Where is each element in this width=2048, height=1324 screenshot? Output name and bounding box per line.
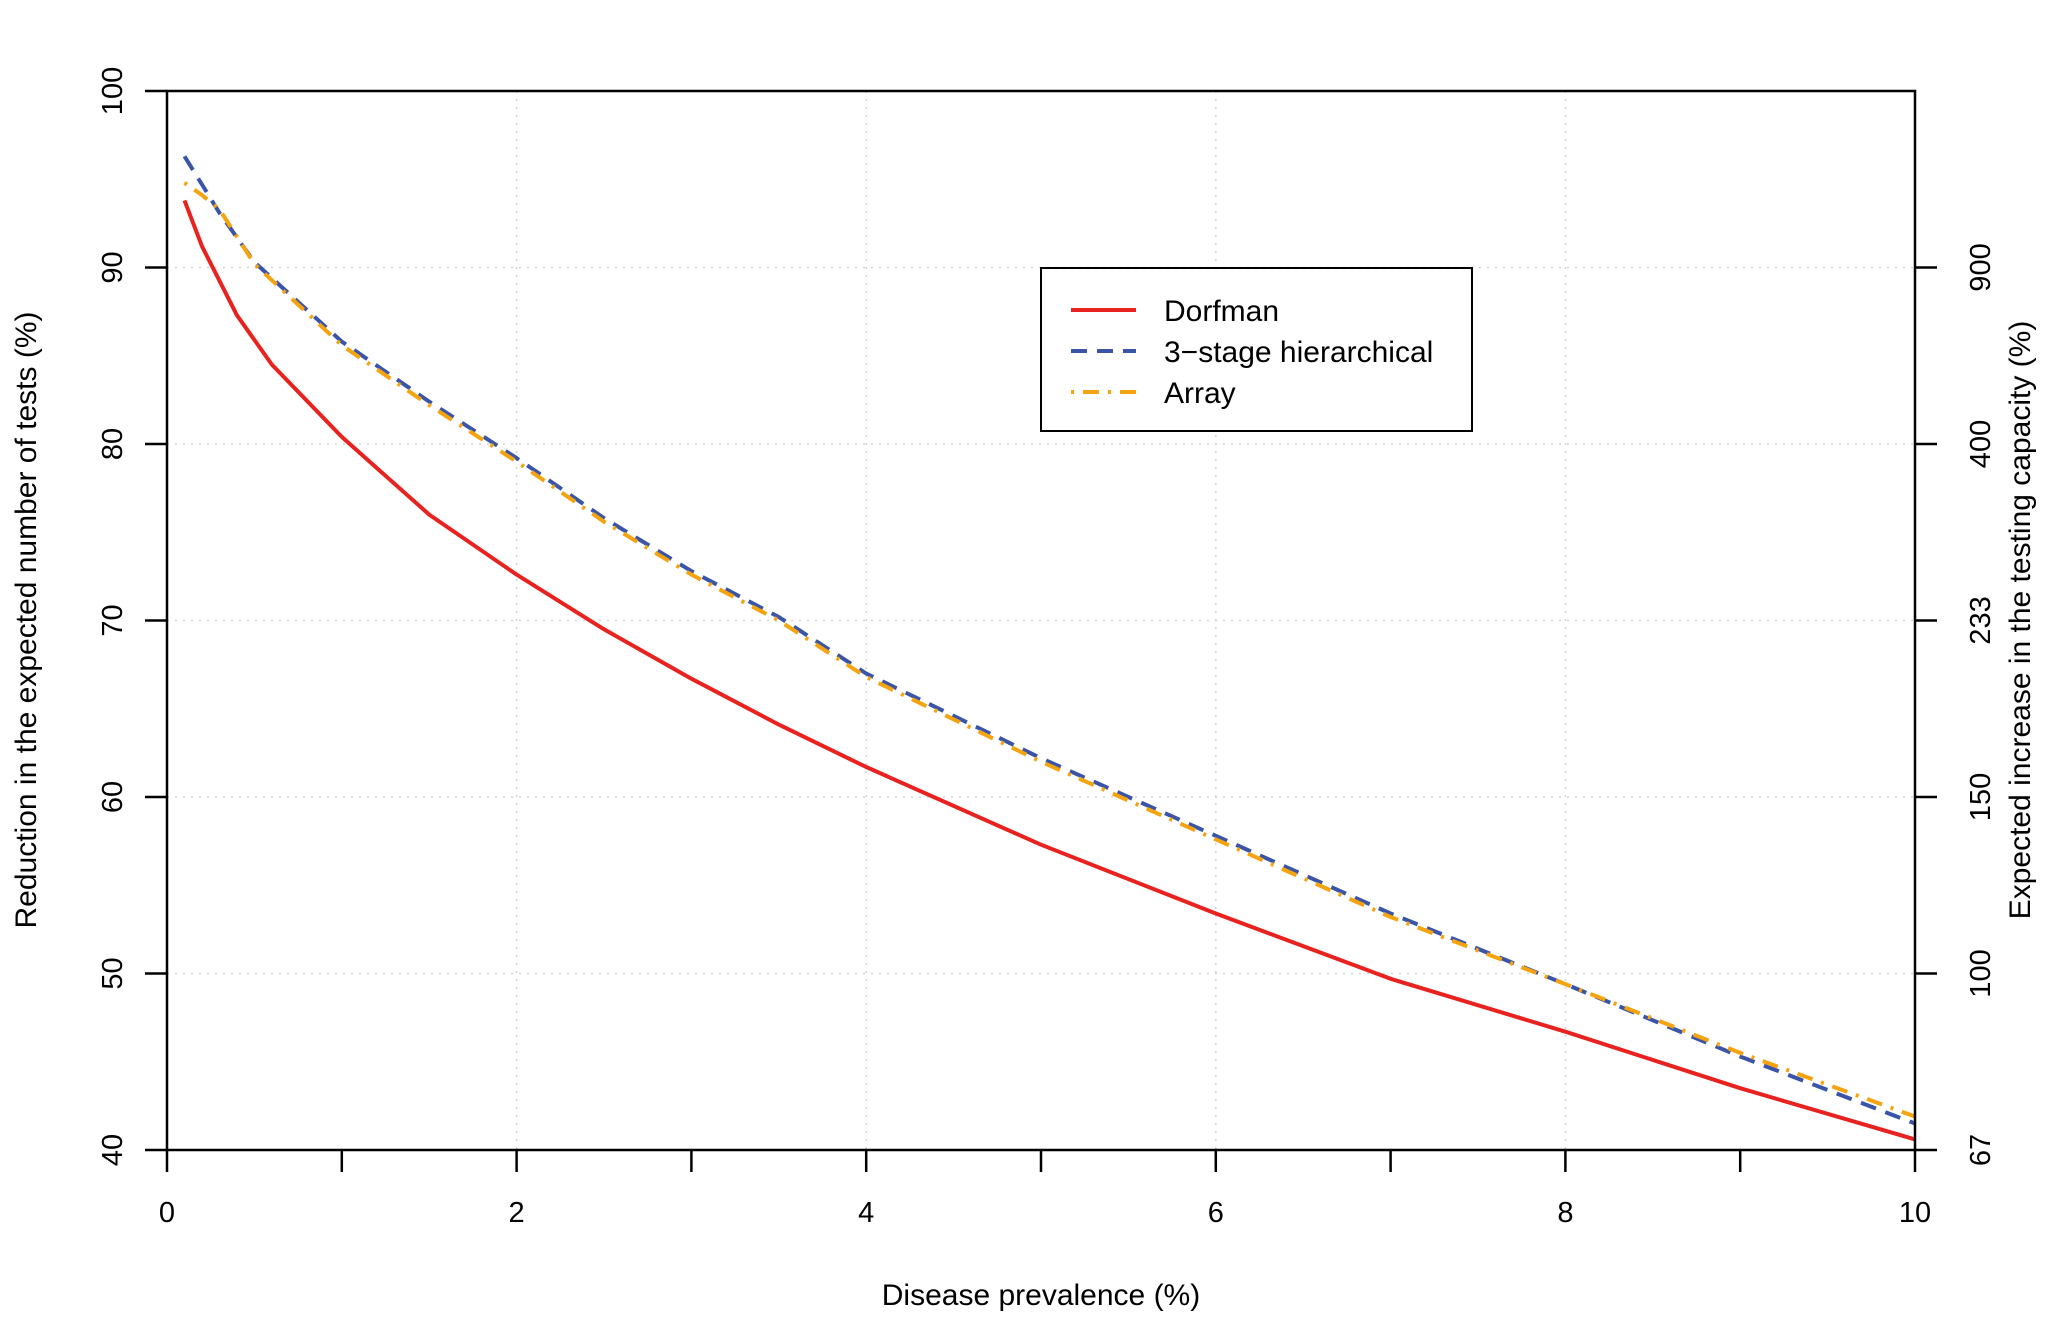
x-tick-label: 10 [1899, 1197, 1931, 1229]
y-tick-label: 50 [97, 957, 129, 989]
x-tick-label: 8 [1557, 1197, 1573, 1229]
axes: 0 2 4 6 8 10 40 50 60 70 80 90 100 67 100 150 233 400 900 [97, 67, 1997, 1229]
y-tick-label: 80 [97, 428, 129, 460]
y-right-tick-label: 233 [1965, 596, 1997, 644]
y-right-axis-title: Expected increase in the testing capacit… [2004, 321, 2037, 920]
series-line-2 [183, 181, 1916, 1119]
y-right-tick-label: 400 [1965, 420, 1997, 468]
legend-box [1040, 267, 1473, 432]
legend: Dorfman 3−stage hierarchical Array [1040, 267, 1473, 432]
x-tick-label: 6 [1208, 1197, 1224, 1229]
x-tick-label: 0 [159, 1197, 175, 1229]
legend-label: Dorfman [1164, 295, 1279, 328]
x-tick-label: 4 [858, 1197, 874, 1229]
y-right-tick-label: 67 [1965, 1134, 1997, 1166]
y-tick-label: 90 [97, 251, 129, 283]
y-axis-title: Reduction in the expected number of test… [10, 312, 43, 929]
y-right-tick-label: 150 [1965, 773, 1997, 821]
legend-label: 3−stage hierarchical [1164, 336, 1433, 369]
x-axis-title: Disease prevalence (%) [882, 1279, 1200, 1312]
legend-label: Array [1164, 377, 1236, 410]
y-tick-label: 40 [97, 1134, 129, 1166]
y-tick-label: 70 [97, 604, 129, 636]
y-tick-label: 60 [97, 781, 129, 813]
y-tick-label: 100 [97, 67, 129, 115]
y-right-tick-label: 900 [1965, 243, 1997, 291]
x-tick-label: 2 [509, 1197, 525, 1229]
grid [167, 91, 1915, 1150]
series-lines [182, 155, 1916, 1142]
y-right-tick-label: 100 [1965, 949, 1997, 997]
series-line-0 [182, 199, 1916, 1142]
